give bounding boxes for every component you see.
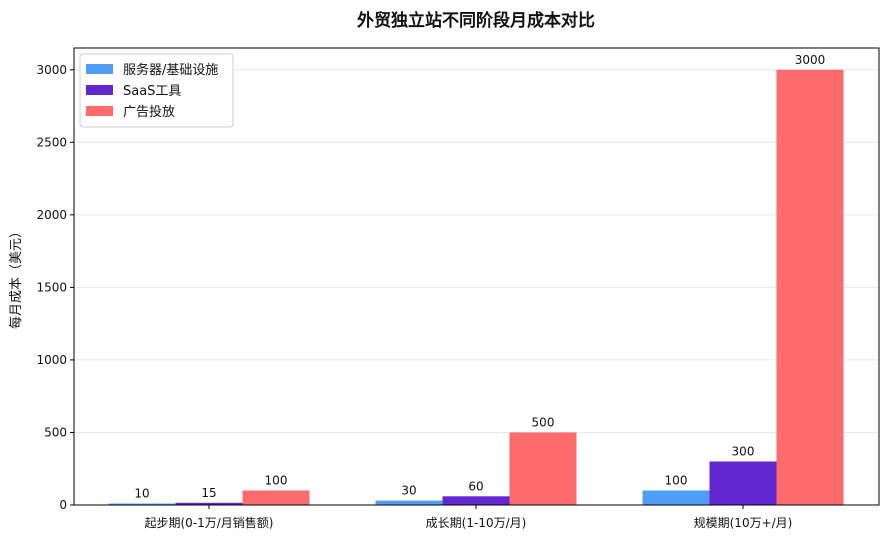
bar-value-label: 3000 [795,53,826,67]
y-axis-label: 每月成本（美元） [8,225,24,329]
y-tick-label: 500 [44,425,67,439]
bar [642,490,710,505]
axis-layer: 0 500 1000 1500 2000 2500 3000 起步期(0-1万/月销售额) 成长… [36,63,792,530]
bar-layer [108,69,844,505]
chart-title: 外贸独立站不同阶段月成本对比 [357,10,595,31]
x-tick-label: 起步期(0-1万/月销售额) [144,515,273,530]
y-tick-label: 1500 [36,280,67,294]
bar [509,432,577,505]
bar [175,502,243,505]
legend-swatch [86,85,113,95]
bar [108,503,176,505]
bar [375,500,443,505]
legend-label: 广告投放 [123,104,175,120]
bar-value-label: 100 [665,473,688,487]
bar-value-label: 60 [468,479,483,493]
bar-value-label: 10 [134,487,149,501]
legend-box [79,53,234,128]
bar [242,490,310,505]
bar [776,69,844,505]
x-tick-label: 成长期(1-10万/月) [426,516,527,530]
y-tick-label: 2000 [36,208,67,222]
bar [709,461,777,505]
bar-value-label: 30 [401,484,416,498]
y-tick-label: 2500 [36,135,67,149]
legend-label: SaaS工具 [123,84,181,99]
x-tick-label: 规模期(10万+/月) [694,515,793,530]
y-tick-label: 0 [59,498,67,512]
y-tick-label: 1000 [36,353,67,367]
legend-label: 服务器/基础设施 [123,62,218,78]
bar-value-label: 15 [201,486,216,500]
legend-swatch [86,106,113,116]
y-tick-label: 3000 [36,63,67,77]
data-label-layer: 10 15 100 30 60 500 100 300 3000 [134,53,825,501]
bar-value-label: 500 [532,415,555,429]
bar-value-label: 100 [265,473,288,487]
bar-value-label: 300 [732,444,755,458]
legend-swatch [86,64,113,74]
bar [442,496,510,505]
